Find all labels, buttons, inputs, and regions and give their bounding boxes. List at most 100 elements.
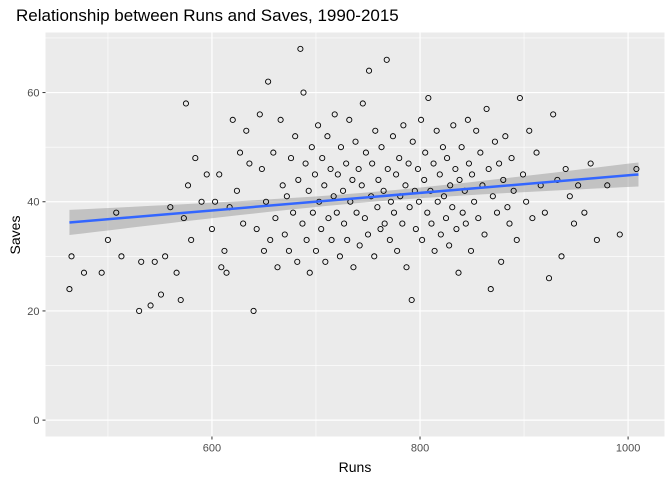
data-point-41 [262, 198, 270, 205]
data-point-183 [502, 133, 509, 140]
data-point-184 [504, 204, 511, 211]
data-point-192 [526, 127, 533, 134]
data-point-131 [412, 225, 419, 233]
data-point-81 [334, 171, 341, 178]
data-point-19 [188, 236, 195, 244]
data-point-76 [327, 165, 334, 173]
data-point-148 [439, 144, 446, 151]
data-point-99 [362, 149, 369, 156]
data-point-137 [422, 149, 429, 156]
data-point-56 [295, 176, 302, 183]
data-point-103 [369, 160, 376, 167]
data-point-104 [371, 253, 378, 260]
data-point-170 [475, 215, 482, 222]
data-point-116 [389, 133, 397, 140]
y-axis-ticks: 0 20 40 60 [27, 88, 46, 427]
data-point-15 [177, 296, 184, 304]
data-point-167 [468, 171, 476, 178]
data-point-173 [481, 231, 488, 238]
data-point-163 [462, 220, 469, 227]
data-point-10 [151, 258, 158, 265]
data-point-74 [324, 133, 331, 140]
data-point-182 [500, 176, 507, 183]
data-point-53 [290, 209, 297, 216]
data-point-181 [498, 258, 505, 265]
data-point-26 [218, 264, 225, 271]
data-point-165 [465, 160, 472, 167]
data-point-37 [253, 225, 260, 233]
x-axis-ticks: 600 800 1000 [203, 436, 640, 455]
data-point-207 [593, 236, 600, 244]
data-point-145 [434, 198, 441, 205]
data-point-98 [361, 215, 368, 222]
data-point-168 [471, 198, 478, 205]
data-point-176 [487, 286, 494, 293]
data-point-134 [418, 116, 425, 123]
data-point-23 [208, 225, 215, 233]
data-point-40 [260, 247, 268, 254]
data-point-51 [285, 247, 292, 254]
data-point-32 [236, 149, 244, 156]
data-point-77 [328, 236, 335, 244]
data-point-66 [311, 171, 319, 178]
data-point-24 [212, 198, 219, 205]
trend-line [69, 173, 639, 224]
data-point-93 [353, 209, 360, 216]
data-point-46 [274, 264, 281, 271]
data-point-86 [343, 160, 350, 167]
data-point-133 [415, 198, 423, 205]
data-point-6 [118, 253, 125, 260]
data-point-198 [550, 111, 557, 118]
data-point-95 [356, 242, 363, 249]
data-point-91 [350, 264, 357, 271]
data-point-7 [136, 307, 143, 314]
data-point-197 [545, 275, 553, 282]
y-tick-label-2: 40 [27, 197, 39, 209]
data-point-97 [359, 100, 366, 107]
data-point-2 [80, 269, 88, 276]
data-point-55 [294, 258, 301, 265]
data-point-62 [305, 187, 312, 194]
data-point-11 [157, 291, 165, 298]
data-point-122 [399, 220, 406, 227]
data-point-117 [390, 209, 398, 216]
data-point-64 [308, 144, 315, 151]
data-point-151 [444, 155, 451, 162]
data-point-92 [352, 138, 359, 145]
data-point-67 [312, 247, 320, 254]
data-point-48 [279, 182, 286, 189]
data-point-16 [180, 215, 187, 222]
data-point-82 [336, 253, 343, 260]
data-point-120 [396, 155, 403, 162]
trend-line-group [69, 173, 639, 224]
data-point-109 [378, 144, 385, 151]
data-point-4 [104, 236, 111, 244]
data-point-125 [403, 264, 410, 271]
x-tick-label-1: 800 [411, 443, 429, 455]
data-point-73 [322, 258, 329, 265]
data-point-204 [575, 182, 582, 189]
data-point-65 [309, 209, 316, 216]
y-tick-label-1: 20 [27, 306, 39, 318]
data-point-94 [355, 165, 362, 173]
data-point-185 [506, 220, 513, 227]
data-point-159 [456, 176, 463, 183]
data-point-71 [319, 155, 326, 162]
data-point-150 [442, 215, 450, 222]
data-point-22 [203, 171, 210, 178]
data-point-123 [400, 122, 407, 129]
data-point-144 [433, 127, 440, 134]
data-point-12 [162, 253, 169, 260]
data-point-208 [604, 182, 611, 189]
data-point-156 [452, 165, 459, 173]
data-point-52 [287, 155, 295, 162]
data-point-179 [493, 209, 501, 216]
data-point-175 [485, 165, 492, 173]
data-point-190 [519, 171, 527, 178]
data-point-128 [408, 296, 415, 304]
data-point-21 [198, 198, 205, 205]
data-point-152 [446, 242, 453, 249]
data-point-1 [68, 253, 75, 260]
chart-title: Relationship between Runs and Saves, 199… [16, 6, 399, 25]
